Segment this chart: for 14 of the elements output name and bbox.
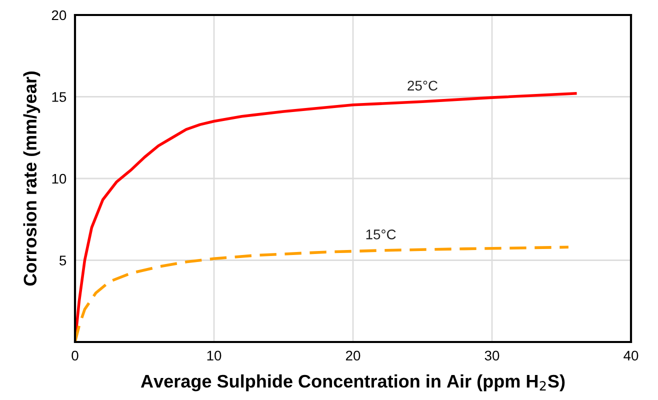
x-axis-title: Average Sulphide Concentration in Air (ppm H$_{2}$S) (140, 374, 565, 392)
y-tick-label: 15 (52, 92, 66, 102)
x-tick-label: 0 (72, 350, 78, 361)
x-tick-label: 40 (624, 350, 638, 361)
x-tick-label: 20 (346, 350, 360, 361)
line-series (75, 246, 570, 342)
series-label: 25°C (408, 80, 438, 91)
y-tick-label: 20 (52, 10, 66, 20)
x-tick-label: 10 (207, 350, 222, 361)
x-tick-label: 30 (484, 350, 500, 361)
y-axis-title: Corrosion rate (mm/year) (23, 72, 40, 286)
y-tick-label: 5 (60, 256, 66, 266)
y-tick-label: 10 (52, 174, 66, 184)
series-label: 15°C (366, 230, 396, 240)
